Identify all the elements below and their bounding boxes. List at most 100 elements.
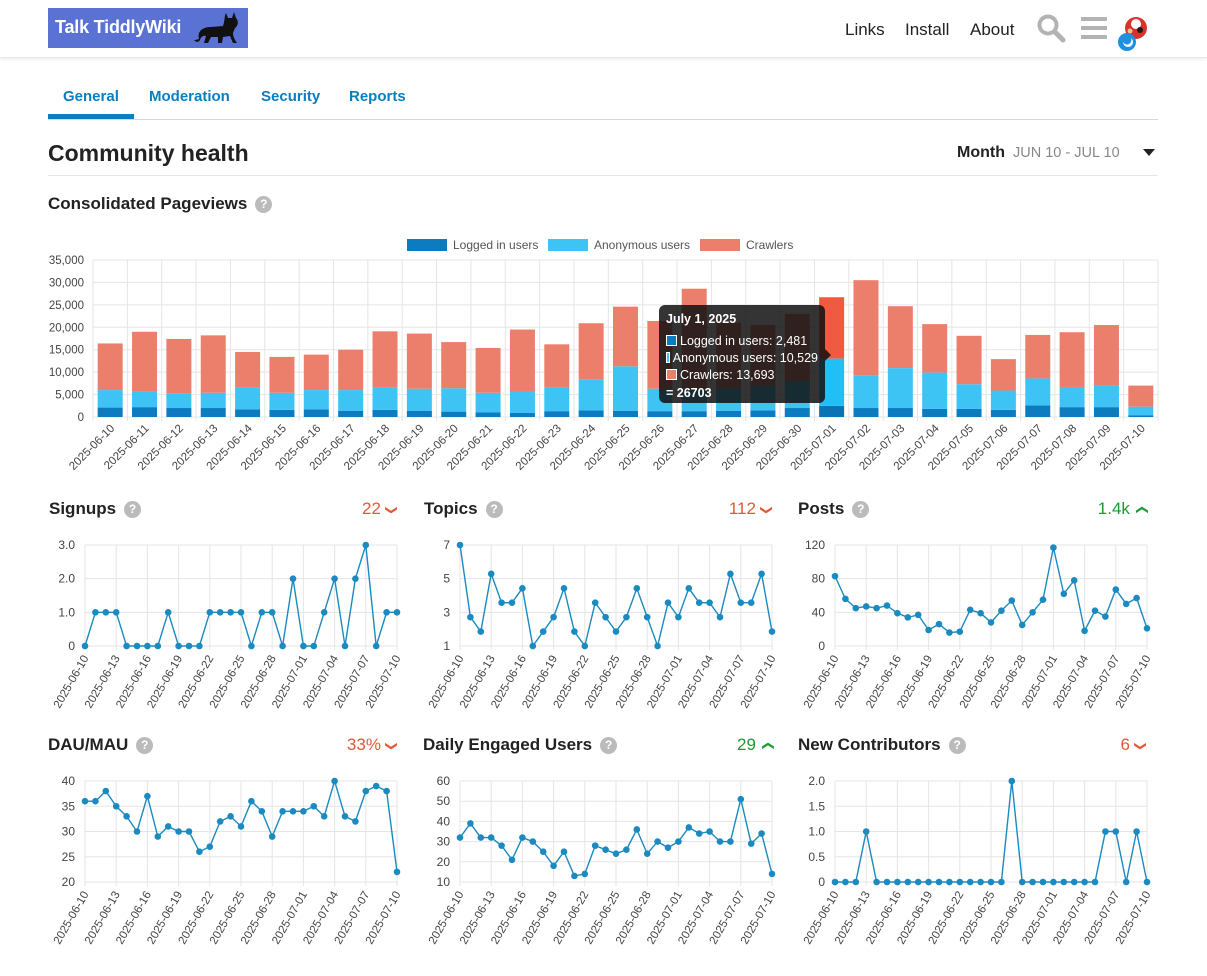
data-point [279, 808, 286, 815]
help-icon[interactable]: ? [948, 737, 966, 754]
bar-segment [681, 411, 707, 417]
nav-about[interactable]: About [970, 20, 1015, 39]
tab-general[interactable]: General [63, 88, 119, 105]
data-point [487, 570, 495, 578]
data-point [1029, 878, 1036, 886]
bar-segment [990, 409, 1016, 417]
consolidated-pageviews-chart[interactable]: Logged in users Anonymous users Crawlers 0 5… [0, 230, 1207, 482]
bar-segment [166, 393, 192, 409]
y-tick-label: 0 [78, 412, 84, 424]
data-point [675, 613, 682, 621]
bar-segment [441, 342, 467, 389]
bar-segment [1059, 386, 1085, 408]
active-tab-indicator [48, 114, 134, 119]
bar-segment [1059, 332, 1085, 387]
dau-mau-title-text: DAU/MAU [48, 735, 129, 754]
user-avatar[interactable] [1116, 14, 1152, 52]
bar-segment [578, 379, 604, 411]
help-icon[interactable]: ? [124, 501, 142, 518]
data-point [935, 878, 943, 886]
data-point [935, 620, 943, 628]
period-range[interactable]: JUN 10 - JUL 10 [1013, 145, 1120, 161]
data-point [279, 642, 286, 650]
new-contributors-chart[interactable]: 00.51.01.52.02025-06-102025-06-132025-06… [790, 766, 1160, 962]
dau-mau-chart[interactable]: 20253035402025-06-102025-06-132025-06-16… [40, 766, 410, 962]
data-point [883, 878, 891, 886]
site-logo[interactable]: Talk TiddlyWiki [48, 8, 248, 48]
signups-title-text: Signups [49, 499, 117, 518]
data-point [1143, 878, 1151, 886]
data-point [695, 599, 703, 607]
bar-segment [922, 408, 948, 417]
topics-chart[interactable]: 13572025-06-102025-06-132025-06-162025-0… [415, 530, 785, 720]
data-point [383, 609, 390, 616]
help-icon[interactable]: ? [600, 737, 618, 754]
bar-segment [97, 407, 123, 417]
data-point [185, 828, 193, 835]
data-point [372, 782, 380, 790]
data-point [1112, 828, 1120, 835]
period-label[interactable]: Month [957, 144, 1005, 161]
data-point [164, 823, 172, 830]
tooltip-total: = 26703 [666, 386, 712, 400]
trend-down-icon: ❯ [384, 740, 399, 752]
bar-segment [372, 387, 398, 410]
bar-segment [303, 409, 329, 417]
data-point [560, 584, 568, 592]
topics-value-text: 112 [728, 499, 756, 518]
data-point [456, 834, 464, 841]
bar-segment [716, 410, 742, 417]
data-point [883, 602, 891, 609]
data-point [1091, 607, 1099, 614]
period-dropdown-caret-icon[interactable] [1143, 149, 1155, 156]
posts-chart[interactable]: 040801202025-06-102025-06-132025-06-1620… [790, 530, 1160, 720]
help-icon[interactable]: ? [485, 501, 503, 518]
data-point [289, 808, 297, 815]
data-point [1039, 596, 1047, 604]
signups-chart[interactable]: 01.02.03.02025-06-102025-06-132025-06-16… [40, 530, 410, 720]
help-icon[interactable]: ? [255, 196, 273, 213]
engaged-users-chart[interactable]: 1020304050602025-06-102025-06-132025-06-… [415, 766, 785, 962]
data-point [862, 828, 870, 835]
y-tick-label: 1 [443, 639, 450, 653]
data-point [612, 628, 620, 635]
topics-value: 112 ❯ [728, 499, 774, 519]
data-point [123, 642, 130, 650]
help-icon[interactable]: ? [852, 501, 870, 518]
data-point [1133, 594, 1140, 602]
data-point [706, 828, 713, 835]
data-point [1091, 878, 1099, 886]
legend-swatch-1 [548, 239, 588, 251]
y-tick-label: 2.0 [58, 572, 75, 586]
data-point [112, 802, 120, 810]
data-point [529, 838, 537, 845]
y-tick-label: 15,000 [49, 345, 84, 357]
data-point [1050, 878, 1057, 886]
help-icon[interactable]: ? [136, 737, 154, 754]
bar-segment [1093, 407, 1119, 417]
tab-moderation[interactable]: Moderation [149, 88, 230, 105]
tab-security[interactable]: Security [261, 88, 321, 105]
data-point [706, 599, 713, 607]
data-point [571, 872, 578, 880]
hamburger-menu-icon[interactable] [1081, 16, 1107, 40]
nav-install[interactable]: Install [905, 20, 950, 39]
bar-segment [235, 409, 261, 417]
data-point [727, 570, 734, 578]
nav-links[interactable]: Links [845, 20, 885, 39]
data-point [237, 823, 245, 830]
search-icon[interactable] [1036, 13, 1066, 43]
data-point [206, 609, 214, 616]
data-point [1060, 590, 1068, 598]
bar-segment [338, 390, 364, 411]
y-tick-label: 5,000 [55, 390, 84, 402]
data-point [216, 609, 224, 616]
legend-swatch-0 [407, 239, 447, 251]
data-point [1122, 600, 1130, 608]
data-point [643, 613, 651, 621]
data-point [623, 613, 630, 621]
tab-reports[interactable]: Reports [349, 88, 406, 105]
bar-segment [166, 338, 192, 394]
bar-segment [613, 306, 638, 367]
data-point [602, 846, 609, 853]
